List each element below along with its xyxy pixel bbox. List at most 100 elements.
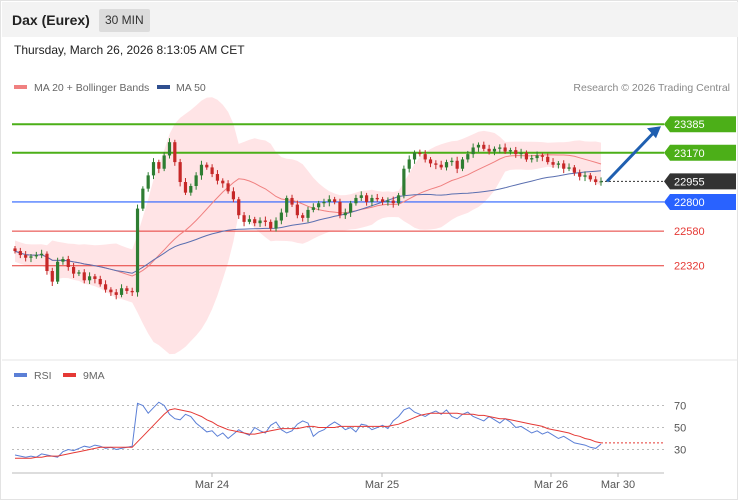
rsi-line xyxy=(14,401,602,458)
candle xyxy=(354,194,358,206)
candle-body xyxy=(514,150,518,155)
candle-body xyxy=(237,199,241,216)
candle-body xyxy=(439,164,443,168)
candle xyxy=(359,191,363,202)
candle-body xyxy=(434,163,438,165)
level-labels: 23385 23170 22955 22800 22580 22320 xyxy=(664,116,736,273)
timeframe-button[interactable]: 30 MIN xyxy=(99,9,150,32)
ma50-line xyxy=(14,170,602,274)
candle-body xyxy=(162,155,166,169)
candle-body xyxy=(418,152,422,155)
candle-body xyxy=(391,200,395,204)
x-tick-label: Mar 24 xyxy=(195,479,229,491)
candle-body xyxy=(290,197,294,205)
candle-body xyxy=(375,197,379,200)
candle xyxy=(492,146,497,156)
candle xyxy=(295,200,299,219)
candle-body xyxy=(103,284,108,290)
candle xyxy=(157,159,161,174)
x-tick-label: Mar 26 xyxy=(534,479,568,491)
candle xyxy=(450,157,454,166)
candle xyxy=(567,163,571,172)
candle xyxy=(87,272,92,285)
candle xyxy=(199,160,204,180)
candle-body xyxy=(503,147,507,152)
candle xyxy=(365,192,369,206)
level-badge-23170 xyxy=(664,144,736,161)
candle-body xyxy=(210,167,214,175)
candle xyxy=(66,255,70,271)
candle-body xyxy=(24,255,28,258)
candle-body xyxy=(82,272,86,281)
candle-body xyxy=(535,155,539,159)
candle xyxy=(599,177,603,186)
level-badge-22955 xyxy=(664,173,736,190)
level-label-22580: 22580 xyxy=(674,226,705,238)
candle-body xyxy=(263,220,267,222)
candle xyxy=(476,142,481,152)
candle-body xyxy=(13,248,17,252)
candle xyxy=(301,212,305,222)
candle-body xyxy=(221,180,225,184)
candle xyxy=(119,284,124,298)
candle xyxy=(263,216,267,227)
candle-body xyxy=(540,155,544,157)
level-badge-22800 xyxy=(664,193,736,210)
candle-body xyxy=(45,253,49,271)
level-tag-22320: 22320 xyxy=(674,261,705,273)
rsi-legend-label: RSI xyxy=(34,370,52,382)
rsi-tick-30: 30 xyxy=(674,445,686,457)
candle-body xyxy=(333,199,337,202)
candle-body xyxy=(466,154,470,160)
candle xyxy=(540,153,544,162)
candle-body xyxy=(578,172,582,177)
candle-body xyxy=(231,191,236,200)
candle-body xyxy=(114,292,118,295)
rsi-ma-legend-swatch xyxy=(63,373,76,377)
candle-body xyxy=(50,271,54,282)
candle xyxy=(82,269,86,284)
candle xyxy=(439,160,443,170)
ma50-legend-swatch xyxy=(157,85,170,89)
candle xyxy=(471,143,475,158)
candle-body xyxy=(530,158,534,160)
candle xyxy=(135,204,140,297)
price-legend: MA 20 + Bollinger Bands MA 50 xyxy=(14,82,206,94)
rsi-tick-50: 50 xyxy=(674,423,686,435)
candle-body xyxy=(56,261,60,282)
candle-body xyxy=(194,175,198,186)
candle xyxy=(50,267,54,287)
candle xyxy=(189,183,193,196)
rsi-grid: 70 50 30 xyxy=(12,401,686,457)
candle-body xyxy=(386,200,390,202)
candle-body xyxy=(588,175,592,180)
candle-body xyxy=(476,144,481,148)
candle-body xyxy=(322,201,326,204)
candle-body xyxy=(18,251,22,256)
candle-body xyxy=(119,288,124,295)
candle-body xyxy=(61,259,65,262)
rsi-tick-70: 70 xyxy=(674,401,686,413)
candle-body xyxy=(546,156,550,163)
candle xyxy=(242,212,246,227)
rsi-ma-line xyxy=(15,408,602,459)
candle-body xyxy=(359,195,363,198)
candle-body xyxy=(396,195,401,204)
candle xyxy=(13,246,17,254)
candle-body xyxy=(508,150,513,152)
candle-body xyxy=(274,220,278,229)
candle xyxy=(327,195,331,207)
level-label-22800: 22800 xyxy=(674,197,705,209)
price-levels xyxy=(12,123,664,267)
candle xyxy=(428,157,433,168)
candle xyxy=(173,139,177,166)
candle xyxy=(290,194,294,207)
level-label-23385: 23385 xyxy=(674,119,705,131)
candle xyxy=(18,247,22,259)
candle-body xyxy=(29,256,33,258)
ma20-legend-label: MA 20 + Bollinger Bands xyxy=(34,82,149,94)
candle xyxy=(279,208,283,225)
candle xyxy=(343,208,347,219)
candle-body xyxy=(253,219,257,224)
